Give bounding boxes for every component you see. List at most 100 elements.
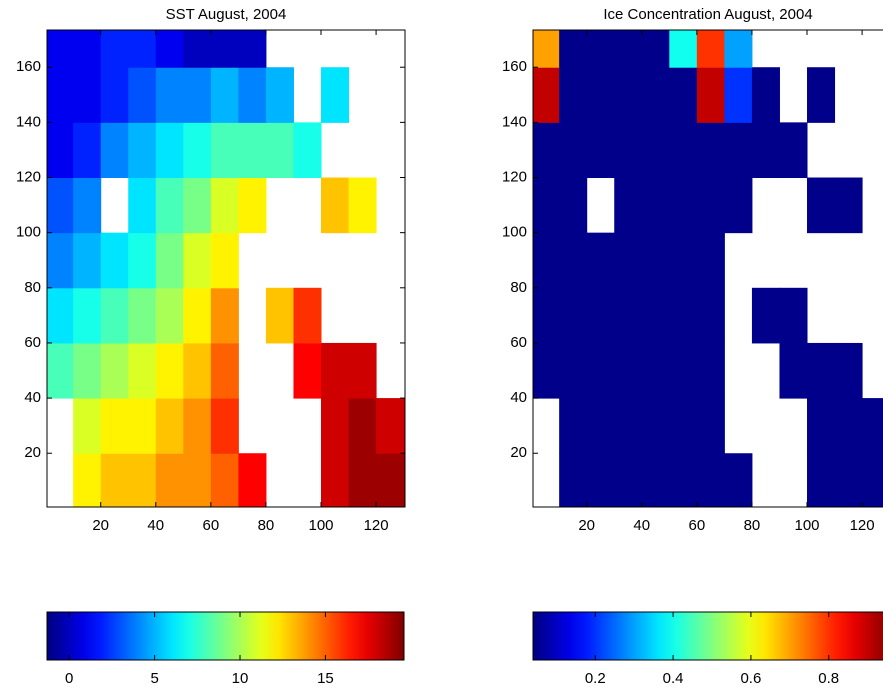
cell [47, 177, 74, 234]
x-tick-label: 40 [147, 517, 164, 534]
cell [47, 342, 74, 399]
cell [533, 67, 560, 123]
y-tick-label: 20 [510, 444, 527, 461]
cell [183, 398, 212, 454]
cell [614, 287, 643, 344]
cell [183, 232, 212, 289]
chart-title: SST August, 2004 [166, 6, 287, 23]
cell [321, 67, 350, 123]
colorbar-tick-label: 10 [232, 670, 249, 687]
cell [100, 398, 129, 454]
cell [210, 30, 239, 68]
cell [614, 30, 643, 68]
colorbar-tick-label: 0.4 [663, 670, 684, 687]
cell [348, 398, 377, 454]
cell [100, 232, 129, 289]
y-tick-label: 160 [16, 58, 41, 75]
cell [586, 30, 615, 68]
cell [559, 177, 588, 234]
x-tick-label: 20 [92, 517, 109, 534]
cell [696, 398, 725, 454]
cell [100, 67, 129, 123]
cell [73, 342, 102, 399]
cell [210, 342, 239, 399]
cell [210, 232, 239, 289]
cell [183, 67, 212, 123]
cell [807, 398, 836, 454]
cell [128, 122, 157, 179]
cell [862, 398, 883, 454]
y-tick-label: 140 [16, 113, 41, 130]
cell [807, 342, 836, 399]
cell [669, 67, 698, 123]
cell [669, 177, 698, 234]
cell [586, 232, 615, 289]
y-tick-label: 120 [16, 168, 41, 185]
cell [834, 342, 863, 399]
cell [696, 287, 725, 344]
cell [238, 30, 267, 68]
cell [210, 453, 239, 508]
cell [47, 67, 74, 123]
cell [73, 122, 102, 179]
cell [779, 342, 808, 399]
cell [100, 453, 129, 508]
cell [533, 287, 560, 344]
cell [641, 398, 670, 454]
cell [128, 453, 157, 508]
cell [641, 453, 670, 508]
cell [293, 287, 322, 344]
cell [696, 342, 725, 399]
cell [73, 453, 102, 508]
cell [559, 287, 588, 344]
cell [669, 398, 698, 454]
cell [128, 30, 157, 68]
axes-frame [532, 29, 883, 508]
colorbar [46, 611, 405, 661]
y-tick-label: 160 [502, 58, 527, 75]
cell [265, 122, 294, 179]
cell [128, 177, 157, 234]
cell [183, 453, 212, 508]
cell [73, 67, 102, 123]
cell [155, 287, 184, 344]
cell [586, 67, 615, 123]
cell [293, 342, 322, 399]
cell [641, 177, 670, 234]
cell [669, 287, 698, 344]
cell [47, 122, 74, 179]
y-tick-label: 40 [24, 389, 41, 406]
cell [586, 398, 615, 454]
cell [834, 398, 863, 454]
cell [238, 453, 267, 508]
cell [265, 67, 294, 123]
cell [183, 30, 212, 68]
cell [155, 232, 184, 289]
cell [641, 30, 670, 68]
cell [210, 398, 239, 454]
cell [183, 287, 212, 344]
cell [696, 67, 725, 123]
cell [73, 177, 102, 234]
x-tick-label: 100 [794, 517, 819, 534]
cell [155, 122, 184, 179]
cell [614, 453, 643, 508]
cell [559, 122, 588, 179]
cell [73, 232, 102, 289]
x-tick-label: 120 [364, 517, 389, 534]
cell [559, 232, 588, 289]
colorbar-tick-label: 0.6 [740, 670, 761, 687]
cell [73, 398, 102, 454]
axes-frame [46, 29, 406, 508]
y-tick-label: 60 [24, 334, 41, 351]
cell [559, 453, 588, 508]
cell [321, 342, 350, 399]
cell [807, 67, 836, 123]
cell [155, 342, 184, 399]
cell [614, 232, 643, 289]
cell [807, 177, 836, 234]
cell [533, 30, 560, 68]
cell [641, 287, 670, 344]
x-tick-label: 40 [633, 517, 650, 534]
cell [559, 30, 588, 68]
